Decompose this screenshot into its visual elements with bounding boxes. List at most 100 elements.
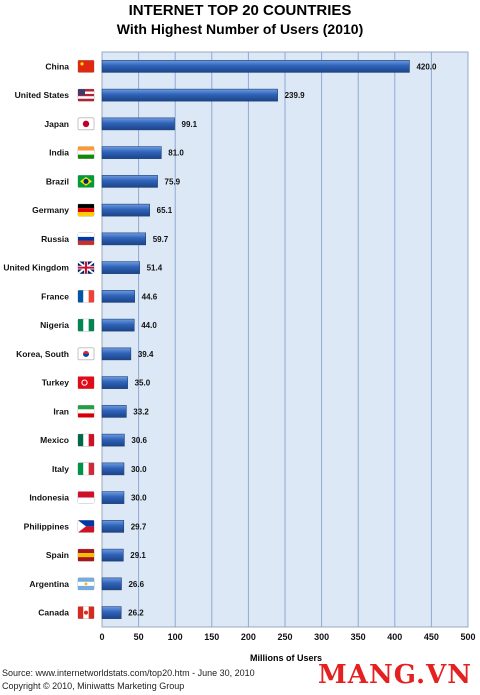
data-label: 65.1 bbox=[157, 206, 173, 215]
flag-stripe bbox=[78, 553, 94, 558]
category-label: Brazil bbox=[46, 176, 69, 186]
data-label: 51.4 bbox=[147, 264, 163, 273]
x-tick-label: 450 bbox=[424, 632, 439, 642]
flag-mark bbox=[81, 379, 88, 386]
flag-stripe bbox=[78, 60, 94, 73]
flag-stripe bbox=[78, 585, 94, 590]
x-tick-label: 150 bbox=[204, 632, 219, 642]
bar bbox=[101, 606, 122, 619]
chart-title: INTERNET TOP 20 COUNTRIES bbox=[128, 2, 352, 19]
flag-mark bbox=[78, 520, 86, 533]
flag-stripe bbox=[78, 577, 94, 582]
flag-mark bbox=[80, 62, 84, 66]
x-tick-label: 300 bbox=[314, 632, 329, 642]
x-tick-label: 0 bbox=[99, 632, 104, 642]
flag-stripe bbox=[78, 240, 94, 245]
flag-stripe bbox=[78, 409, 94, 414]
bar bbox=[101, 433, 125, 447]
data-label: 44.0 bbox=[141, 321, 157, 330]
x-tick-label: 350 bbox=[351, 632, 366, 642]
flag-mark bbox=[78, 89, 85, 96]
bar bbox=[101, 347, 132, 361]
flag-stripe bbox=[78, 98, 94, 102]
category-label: India bbox=[49, 148, 69, 158]
data-label: 81.0 bbox=[168, 149, 184, 158]
data-label: 30.6 bbox=[131, 436, 147, 445]
category-label: Argentina bbox=[29, 579, 69, 589]
flag-stripe bbox=[78, 236, 94, 241]
flag-stripe bbox=[78, 208, 94, 213]
flag-stripe bbox=[78, 462, 84, 475]
bar bbox=[101, 520, 125, 533]
bar bbox=[101, 405, 127, 418]
flag-stripe bbox=[83, 290, 89, 303]
data-label: 29.7 bbox=[131, 522, 147, 531]
bar bbox=[101, 88, 278, 102]
flag-stripe bbox=[83, 434, 89, 447]
bar bbox=[101, 318, 135, 332]
category-label: Germany bbox=[32, 205, 69, 215]
category-label: Iran bbox=[53, 406, 69, 416]
data-label: 30.0 bbox=[131, 494, 147, 503]
flag-stripe bbox=[78, 204, 94, 209]
flag-stripe bbox=[78, 413, 94, 418]
data-label: 35.0 bbox=[135, 379, 151, 388]
x-tick-label: 250 bbox=[277, 632, 292, 642]
flag-stripe bbox=[78, 212, 94, 217]
data-label: 75.9 bbox=[165, 177, 181, 186]
bar bbox=[101, 146, 162, 159]
flag-stripe bbox=[78, 526, 94, 533]
x-tick-label: 500 bbox=[460, 632, 475, 642]
x-tick-label: 200 bbox=[241, 632, 256, 642]
source-note: Source: www.internetworldstats.com/top20… bbox=[2, 668, 255, 678]
category-label: Mexico bbox=[40, 435, 69, 445]
flag-stripe bbox=[78, 491, 94, 498]
bar bbox=[101, 117, 175, 131]
flag-stripe bbox=[78, 557, 94, 562]
flag-stripe bbox=[78, 520, 94, 527]
bar-chart: 0 50 100 150 200 250 300 350 400 450 500 420.0 China… bbox=[3, 51, 476, 663]
bar bbox=[101, 290, 135, 303]
category-label: Philippines bbox=[24, 521, 70, 531]
category-label: Canada bbox=[38, 608, 69, 618]
flag-stripe bbox=[88, 290, 94, 303]
category-label: Indonesia bbox=[29, 493, 69, 503]
flag-stripe bbox=[78, 290, 84, 303]
bar bbox=[101, 491, 125, 504]
flag-stripe bbox=[78, 497, 94, 504]
flag-mark bbox=[83, 178, 89, 184]
x-tick-label: 400 bbox=[387, 632, 402, 642]
flag-stripe bbox=[83, 462, 89, 475]
flag-stripe bbox=[78, 89, 94, 92]
flag-mark bbox=[78, 266, 94, 269]
flag-stripe bbox=[78, 549, 94, 554]
bar bbox=[101, 376, 128, 389]
flag-stripe bbox=[78, 96, 94, 99]
category-label: Spain bbox=[46, 550, 69, 560]
bar bbox=[101, 60, 410, 73]
flag-stripe bbox=[78, 91, 94, 94]
x-tick-label: 50 bbox=[134, 632, 144, 642]
bar bbox=[101, 577, 122, 591]
data-label: 44.6 bbox=[142, 292, 158, 301]
category-label: Nigeria bbox=[40, 320, 69, 330]
category-label: United Kingdom bbox=[3, 263, 69, 273]
watermark-logo: MANG.VN bbox=[318, 660, 472, 690]
data-label: 59.7 bbox=[153, 235, 169, 244]
flag-mark bbox=[82, 120, 90, 128]
flag-stripe bbox=[78, 154, 94, 159]
category-label: Italy bbox=[52, 464, 69, 474]
bar bbox=[101, 175, 158, 188]
bar bbox=[101, 203, 150, 217]
flag-stripe bbox=[78, 434, 84, 447]
flag-stripe bbox=[78, 150, 94, 155]
flag-stripe bbox=[78, 405, 94, 410]
data-label: 99.1 bbox=[182, 120, 198, 129]
data-label: 26.2 bbox=[128, 609, 144, 618]
bar bbox=[101, 462, 125, 476]
flag-mark bbox=[83, 353, 89, 357]
data-label: 30.0 bbox=[131, 465, 147, 474]
x-tick-label: 100 bbox=[168, 632, 183, 642]
copyright-note: Copyright © 2010, Miniwatts Marketing Gr… bbox=[2, 681, 185, 691]
flag-stripe bbox=[88, 319, 94, 332]
